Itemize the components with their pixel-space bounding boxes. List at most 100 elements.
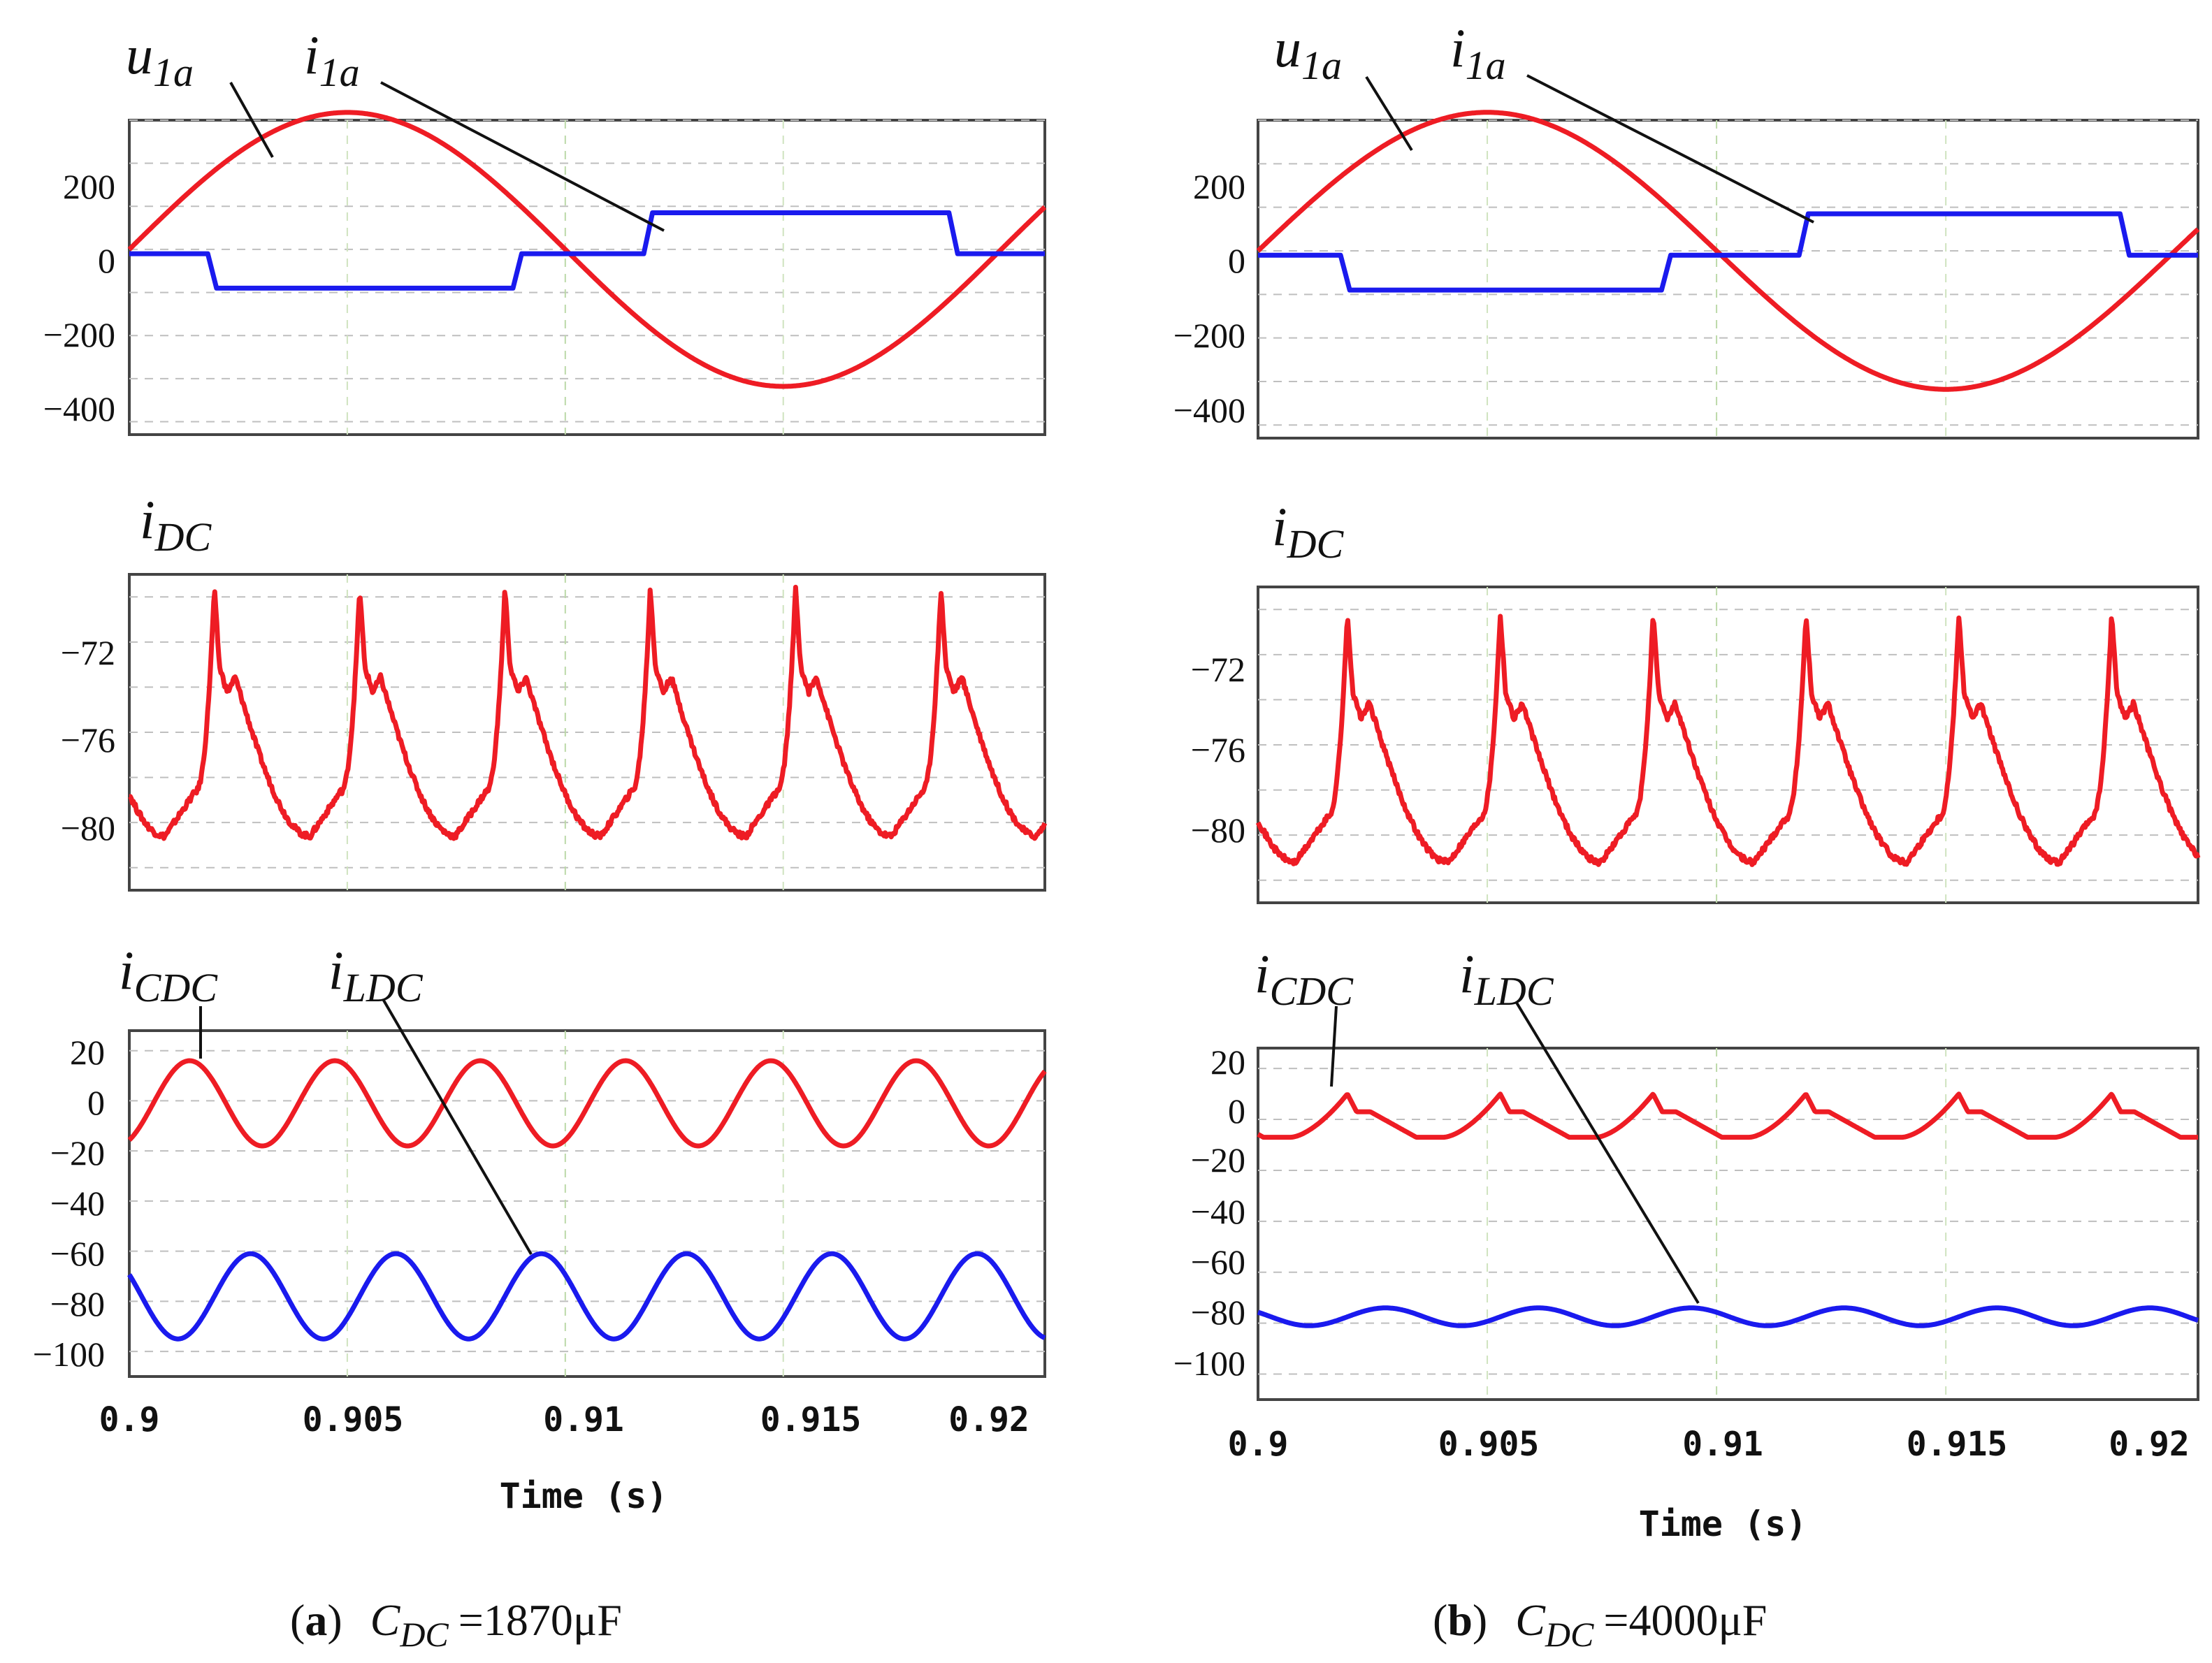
series-line-u1a bbox=[127, 110, 1047, 389]
x-tick-label: 0.92 bbox=[2109, 1425, 2190, 1464]
y-tick-label: 20 bbox=[70, 1033, 105, 1072]
y-tick-label: −76 bbox=[1191, 730, 1245, 769]
panel-b-bot: 20 0 −20 −40 −60 −80 −100 iCDC iLDC 0.9 … bbox=[1173, 943, 2199, 1544]
plot-frame bbox=[128, 119, 1046, 436]
x-tick-label: 0.915 bbox=[760, 1400, 862, 1439]
series-line-icdc bbox=[127, 1058, 1047, 1149]
grid bbox=[129, 574, 1045, 890]
grid bbox=[1258, 119, 2198, 438]
leader-line-i1a bbox=[1526, 74, 1814, 224]
y-tick-label: 200 bbox=[63, 167, 115, 206]
leader-line-u1a bbox=[229, 82, 274, 158]
plot-frame bbox=[128, 573, 1046, 892]
x-tick-label: 0.905 bbox=[1438, 1425, 1540, 1464]
y-tick-label: −80 bbox=[50, 1284, 105, 1323]
y-tick-labels: 20 0 −20 −40 −60 −80 −100 bbox=[1173, 1043, 1245, 1383]
series-line-ildc bbox=[1257, 1305, 2199, 1328]
y-tick-labels: 200 0 −200 −400 bbox=[43, 167, 115, 428]
y-tick-label: −100 bbox=[1173, 1344, 1245, 1383]
series-group bbox=[1255, 613, 2201, 867]
panel-a-mid: −72 −76 −80 iDC bbox=[61, 489, 1048, 892]
y-tick-label: −200 bbox=[1173, 316, 1245, 355]
y-tick-label: −60 bbox=[50, 1234, 105, 1273]
leader-line-ildc bbox=[1515, 1001, 1700, 1305]
leader-line-icdc bbox=[1330, 1005, 1338, 1087]
panel-b-mid: −72 −76 −80 iDC bbox=[1191, 496, 2201, 904]
y-tick-label: −20 bbox=[50, 1133, 105, 1172]
y-tick-label: 0 bbox=[87, 1083, 105, 1122]
leader-line-ildc bbox=[382, 998, 533, 1256]
y-tick-label: −72 bbox=[61, 633, 115, 672]
y-tick-label: 200 bbox=[1193, 167, 1245, 206]
series-label-i1a: i1a bbox=[304, 24, 360, 95]
x-tick-label: 0.905 bbox=[303, 1400, 404, 1439]
series-line-idc bbox=[128, 584, 1048, 841]
series-group bbox=[1256, 110, 2200, 392]
series-group bbox=[128, 584, 1048, 841]
caption-b: (b) CDC =4000μF bbox=[1433, 1595, 1767, 1654]
series-label-ildc: iLDC bbox=[328, 940, 424, 1010]
series-group bbox=[127, 110, 1047, 389]
y-tick-label: −200 bbox=[43, 315, 115, 354]
y-tick-label: −40 bbox=[1191, 1192, 1245, 1231]
grid bbox=[129, 1031, 1045, 1377]
y-tick-label: −72 bbox=[1191, 650, 1245, 689]
x-tick-label: 0.915 bbox=[1907, 1425, 2008, 1464]
series-label-icdc: iCDC bbox=[119, 940, 218, 1010]
y-tick-label: −100 bbox=[33, 1335, 105, 1374]
y-tick-labels: −72 −76 −80 bbox=[1191, 650, 1245, 850]
series-line-ildc bbox=[127, 1251, 1046, 1342]
x-tick-labels: 0.9 0.905 0.91 0.915 0.92 bbox=[99, 1400, 1029, 1439]
leader-line-u1a bbox=[1365, 75, 1413, 152]
grid bbox=[1258, 587, 2198, 903]
plot-frame bbox=[1257, 1047, 2199, 1401]
y-tick-label: −400 bbox=[43, 389, 115, 428]
grid bbox=[129, 119, 1045, 435]
series-label-idc: iDC bbox=[1272, 496, 1345, 567]
leader-line-i1a bbox=[380, 81, 665, 232]
series-label-i1a: i1a bbox=[1450, 17, 1506, 88]
y-tick-label: 0 bbox=[1228, 1091, 1245, 1131]
y-tick-label: −80 bbox=[61, 808, 115, 848]
y-tick-label: −400 bbox=[1173, 391, 1245, 430]
plot-frame bbox=[1257, 119, 2199, 440]
series-label-icdc: iCDC bbox=[1255, 943, 1354, 1014]
y-tick-labels: 200 0 −200 −400 bbox=[1173, 167, 1245, 430]
panel-a-bot: 20 0 −20 −40 −60 −80 −100 iCDC iLDC 0.9 … bbox=[33, 940, 1047, 1516]
y-tick-label: 0 bbox=[1228, 241, 1245, 280]
series-line-u1a bbox=[1256, 110, 2200, 392]
x-tick-label: 0.91 bbox=[543, 1400, 624, 1439]
series-label-idc: iDC bbox=[140, 489, 212, 560]
y-tick-label: −60 bbox=[1191, 1242, 1245, 1281]
y-tick-label: 0 bbox=[98, 241, 115, 280]
series-line-idc bbox=[1255, 613, 2201, 867]
y-tick-label: −80 bbox=[1191, 811, 1245, 850]
y-tick-label: −20 bbox=[1191, 1140, 1245, 1179]
series-line-i1a bbox=[1258, 211, 2198, 293]
x-tick-label: 0.92 bbox=[948, 1400, 1029, 1439]
x-tick-label: 0.91 bbox=[1682, 1425, 1763, 1464]
series-line-i1a bbox=[129, 210, 1045, 291]
x-axis-label: Time (s) bbox=[1639, 1504, 1807, 1544]
series-label-ildc: iLDC bbox=[1459, 943, 1554, 1014]
series-group bbox=[127, 1058, 1047, 1342]
x-tick-label: 0.9 bbox=[99, 1400, 160, 1439]
y-tick-labels: 20 0 −20 −40 −60 −80 −100 bbox=[33, 1033, 105, 1374]
plot-frame bbox=[128, 1029, 1046, 1378]
series-group bbox=[1257, 1091, 2199, 1328]
panel-a-top: 200 0 −200 −400 u1a i1a bbox=[43, 24, 1047, 436]
series-line-icdc bbox=[1257, 1091, 2199, 1140]
grid bbox=[1258, 1048, 2198, 1400]
y-tick-labels: −72 −76 −80 bbox=[61, 633, 115, 848]
series-label-u1a: u1a bbox=[1274, 17, 1342, 88]
y-tick-label: −40 bbox=[50, 1184, 105, 1223]
y-tick-label: 20 bbox=[1210, 1043, 1245, 1082]
y-tick-label: −80 bbox=[1191, 1293, 1245, 1332]
x-tick-labels: 0.9 0.905 0.91 0.915 0.92 bbox=[1228, 1425, 2190, 1464]
x-tick-label: 0.9 bbox=[1228, 1425, 1289, 1464]
panel-b-top: 200 0 −200 −400 u1a i1a bbox=[1173, 17, 2200, 440]
caption-a: (a) CDC =1870μF bbox=[290, 1595, 622, 1654]
y-tick-label: −76 bbox=[61, 720, 115, 760]
x-axis-label: Time (s) bbox=[500, 1476, 668, 1516]
